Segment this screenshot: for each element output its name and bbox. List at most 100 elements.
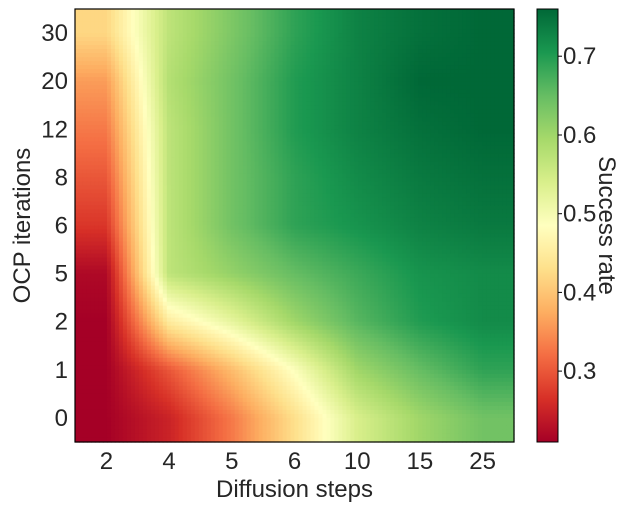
heatmap-pixel bbox=[75, 129, 80, 134]
heatmap-pixel bbox=[318, 13, 324, 18]
heatmap-pixel bbox=[94, 177, 100, 182]
heatmap-pixel bbox=[206, 125, 212, 130]
heatmap-pixel bbox=[466, 33, 471, 38]
heatmap-pixel bbox=[358, 113, 363, 118]
heatmap-pixel bbox=[474, 73, 479, 78]
heatmap-pixel bbox=[490, 53, 495, 58]
heatmap-pixel bbox=[150, 65, 156, 70]
heatmap-pixel bbox=[418, 77, 423, 82]
heatmap-pixel bbox=[370, 9, 375, 14]
heatmap-pixel bbox=[142, 113, 148, 118]
heatmap-pixel bbox=[474, 93, 479, 98]
heatmap-pixel bbox=[118, 113, 124, 118]
heatmap-pixel bbox=[510, 141, 515, 146]
heatmap-pixel bbox=[118, 161, 124, 166]
heatmap-pixel bbox=[322, 85, 328, 90]
heatmap-pixel bbox=[142, 25, 148, 30]
heatmap-pixel bbox=[430, 25, 435, 30]
heatmap-pixel bbox=[174, 61, 180, 66]
heatmap-pixel bbox=[238, 69, 244, 74]
heatmap-pixel bbox=[358, 65, 363, 70]
heatmap-pixel bbox=[498, 57, 503, 62]
heatmap-pixel bbox=[118, 177, 124, 182]
heatmap-pixel bbox=[258, 85, 264, 90]
heatmap-pixel bbox=[478, 157, 483, 162]
heatmap-pixel bbox=[298, 21, 304, 26]
heatmap-pixel bbox=[174, 113, 180, 118]
heatmap-pixel bbox=[218, 57, 224, 62]
heatmap-pixel bbox=[342, 89, 347, 94]
heatmap-pixel bbox=[262, 161, 268, 166]
heatmap-pixel bbox=[390, 93, 395, 98]
heatmap-pixel bbox=[362, 185, 367, 191]
heatmap-pixel bbox=[438, 53, 443, 58]
heatmap-pixel bbox=[494, 109, 499, 114]
heatmap-pixel bbox=[110, 189, 116, 195]
heatmap-pixel bbox=[362, 149, 367, 154]
heatmap-pixel bbox=[482, 149, 487, 154]
heatmap-pixel bbox=[178, 169, 184, 174]
heatmap-pixel bbox=[166, 165, 172, 170]
heatmap-pixel bbox=[186, 109, 192, 114]
heatmap-pixel bbox=[134, 185, 140, 191]
heatmap-pixel bbox=[438, 181, 443, 187]
heatmap-pixel bbox=[434, 157, 439, 162]
heatmap-pixel bbox=[470, 21, 475, 26]
heatmap-pixel bbox=[198, 173, 204, 178]
heatmap-pixel bbox=[386, 73, 391, 78]
heatmap-pixel bbox=[82, 133, 88, 138]
heatmap-pixel bbox=[274, 41, 280, 46]
heatmap-pixel bbox=[150, 149, 156, 154]
heatmap-pixel bbox=[470, 29, 475, 34]
heatmap-pixel bbox=[330, 145, 336, 150]
heatmap-pixel bbox=[158, 177, 164, 182]
heatmap-pixel bbox=[422, 57, 427, 62]
heatmap-pixel bbox=[82, 25, 88, 30]
heatmap-pixel bbox=[226, 57, 232, 62]
heatmap-pixel bbox=[318, 113, 324, 118]
heatmap-pixel bbox=[226, 97, 232, 102]
heatmap-pixel bbox=[78, 9, 84, 14]
heatmap-pixel bbox=[338, 149, 343, 154]
heatmap-pixel bbox=[470, 133, 475, 138]
heatmap-pixel bbox=[442, 141, 447, 146]
heatmap-pixel bbox=[158, 45, 164, 50]
heatmap-pixel bbox=[198, 129, 204, 134]
heatmap-pixel bbox=[250, 185, 256, 191]
heatmap-pixel bbox=[182, 113, 188, 118]
heatmap-pixel bbox=[134, 189, 140, 195]
heatmap-pixel bbox=[426, 69, 431, 74]
heatmap-pixel bbox=[386, 185, 391, 191]
heatmap-pixel bbox=[282, 129, 288, 134]
heatmap-pixel bbox=[446, 45, 451, 50]
heatmap-pixel bbox=[202, 89, 208, 94]
heatmap-pixel bbox=[326, 65, 332, 70]
heatmap-pixel bbox=[438, 89, 443, 94]
heatmap-pixel bbox=[406, 77, 411, 82]
heatmap-pixel bbox=[146, 141, 152, 146]
heatmap-pixel bbox=[162, 157, 168, 162]
heatmap-pixel bbox=[122, 41, 128, 46]
heatmap-pixel bbox=[378, 85, 383, 90]
heatmap-pixel bbox=[130, 105, 136, 110]
heatmap-pixel bbox=[402, 165, 407, 170]
heatmap-pixel bbox=[242, 33, 248, 38]
heatmap-pixel bbox=[130, 101, 136, 106]
heatmap-pixel bbox=[454, 97, 459, 102]
heatmap-pixel bbox=[298, 137, 304, 142]
heatmap-pixel bbox=[486, 129, 491, 134]
heatmap-pixel bbox=[290, 141, 296, 146]
heatmap-pixel bbox=[270, 113, 276, 118]
heatmap-pixel bbox=[150, 141, 156, 146]
heatmap-pixel bbox=[154, 9, 160, 14]
heatmap-pixel bbox=[430, 89, 435, 94]
heatmap-pixel bbox=[242, 81, 248, 86]
heatmap-pixel bbox=[350, 9, 355, 14]
heatmap-pixel bbox=[454, 105, 459, 110]
heatmap-pixel bbox=[98, 169, 104, 174]
heatmap-pixel bbox=[382, 145, 387, 150]
heatmap-pixel bbox=[510, 137, 515, 142]
heatmap-pixel bbox=[350, 53, 355, 58]
heatmap-pixel bbox=[442, 145, 447, 150]
heatmap-pixel bbox=[302, 53, 308, 58]
